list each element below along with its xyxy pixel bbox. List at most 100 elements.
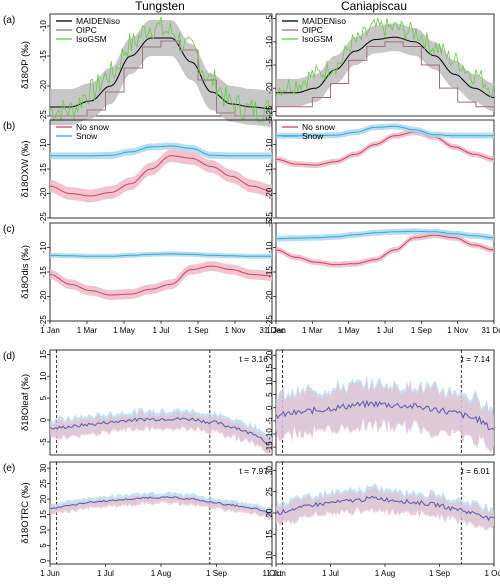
x-tick-label: 1 Jun (266, 569, 286, 578)
x-tick-label: 1 Mar (77, 326, 98, 335)
y-tick-label: -20 (39, 187, 48, 199)
panel-c-tungsten: -25 -20 -15 -10 (c) δ18Odis (‰) 1 Jan 1 Mar 1 Ma… (3, 222, 285, 335)
y-tick-label: -25 (265, 105, 274, 117)
y-tick-label: -15 (39, 50, 48, 62)
x-tick-label: 1 Sep (429, 569, 450, 578)
legend-label: Snow (76, 131, 98, 141)
panel-tag: (b) (3, 121, 15, 132)
panels: -25-20-15-10(a)δ18OP (‰)MAIDENisoOIPCIso… (3, 13, 500, 578)
y-tick-label: -10 (39, 20, 48, 32)
x-tick-label: 1 Nov (225, 326, 246, 335)
no-snow-band (50, 410, 272, 455)
legend-label: IsoGSM (76, 34, 107, 44)
y-axis-label: δ18Oleaf (‰) (20, 374, 31, 431)
y-tick-label: 15 (265, 529, 274, 538)
y-tick-label: 0 (39, 417, 48, 422)
legend-label: No snow (302, 122, 336, 132)
series-line (275, 131, 495, 166)
panel-tag: (a) (3, 15, 15, 26)
mean-line (275, 495, 495, 522)
x-tick-label: 1 Sep (188, 326, 209, 335)
y-tick-label: 10 (39, 371, 48, 380)
y-tick-label: 0 (39, 558, 48, 563)
x-tick-label: 1 Jun (40, 569, 60, 578)
mean-line (49, 496, 273, 514)
x-tick-label: 1 Jul (377, 326, 394, 335)
y-tick-label: 30 (39, 463, 48, 472)
y-tick-label: -20 (265, 187, 274, 199)
x-tick-label: 1 Jul (153, 326, 170, 335)
confidence-band (50, 261, 272, 300)
y-axis-label: δ18OXW (‰) (20, 140, 31, 197)
panel-a-tungsten: -25 -20 -15 -10 (a) δ18OP (‰) MAIDENisoOIPCIso… (3, 13, 273, 127)
legend-label: No snow (76, 122, 110, 132)
y-tick-label: 15 (39, 510, 48, 519)
y-tick-label: 10 (265, 551, 274, 560)
series-line (275, 234, 495, 266)
series-line (276, 230, 494, 240)
y-tick-label: 20 (39, 494, 48, 503)
series-line (49, 155, 273, 197)
y-tick-label: -15 (265, 266, 274, 278)
x-tick-label: 1 Jul (97, 569, 114, 578)
series-step (276, 41, 494, 108)
no-snow-band (50, 494, 272, 521)
legend-label: IsoGSM (302, 34, 333, 44)
series-step (50, 40, 272, 117)
t-statistic-label: t = 3.16 (239, 354, 268, 364)
panel-d-caniapiscau: -15-10 -5 0 5 10 15 20 t = 7.14 (265, 349, 495, 456)
legend-label: MAIDENiso (76, 16, 120, 26)
series-line (276, 125, 494, 137)
t-statistic-label: t = 7.97 (239, 466, 268, 476)
y-tick-label: -10 (265, 241, 274, 253)
confidence-band (50, 149, 272, 203)
legend-label: OIPC (302, 25, 323, 35)
x-tick-label: 31 Dec (259, 326, 284, 335)
y-tick-label: -15 (265, 163, 274, 175)
y-tick-label: -20 (265, 82, 274, 94)
y-tick-label: -20 (39, 290, 48, 302)
x-tick-label: 1 Jan (40, 326, 60, 335)
legend-label: MAIDENiso (302, 16, 346, 26)
mean-line (49, 416, 273, 445)
y-tick-label: 0 (265, 405, 274, 410)
y-tick-label: -15 (39, 266, 48, 278)
y-tick-label: 5 (39, 395, 48, 400)
y-tick-label: 25 (265, 487, 274, 496)
panel-e-tungsten: 0 5 10 15 20 25 30 (e) δ18OTRC (‰) t = 7.97 1 Jun 1… (3, 461, 282, 578)
y-tick-label: -5 (39, 438, 48, 446)
y-tick-label: -10 (39, 241, 48, 253)
legend-label: Snow (302, 131, 324, 141)
series-line (49, 265, 272, 296)
column-title-left: Tungsten (135, 0, 185, 13)
no-snow-band (276, 377, 494, 454)
x-tick-label: 1 Aug (375, 569, 395, 578)
y-axis-label: δ18OP (‰) (20, 41, 31, 89)
panel-tag: (e) (3, 463, 15, 474)
panel-e-caniapiscau: 10 15 20 25 30 t = 6.01 1 Jun 1 Jul 1 Aug 1 Sep 1 … (265, 461, 500, 578)
y-tick-label: 25 (39, 479, 48, 488)
confidence-band (50, 251, 272, 259)
y-tick-label: -20 (39, 80, 48, 92)
plot-frame (49, 13, 273, 117)
y-tick-label: 5 (39, 543, 48, 548)
y-tick-label: -5 (265, 417, 274, 425)
y-tick-label: 10 (39, 525, 48, 534)
y-tick-label: -10 (265, 35, 274, 47)
y-tick-label: -5 (265, 15, 274, 23)
x-tick-label: 1 Oct (484, 569, 500, 578)
y-tick-label: -5 (265, 219, 274, 227)
x-tick-label: 1 Nov (447, 326, 468, 335)
series-line (49, 16, 273, 124)
y-tick-label: -25 (39, 315, 48, 327)
x-tick-label: 1 Sep (206, 569, 227, 578)
y-tick-label: -5 (265, 116, 274, 124)
y-tick-label: -15 (265, 59, 274, 71)
panel-d-tungsten: -5 0 5 10 15 (d) δ18Oleaf (‰) t = 3.16 (3, 349, 273, 456)
